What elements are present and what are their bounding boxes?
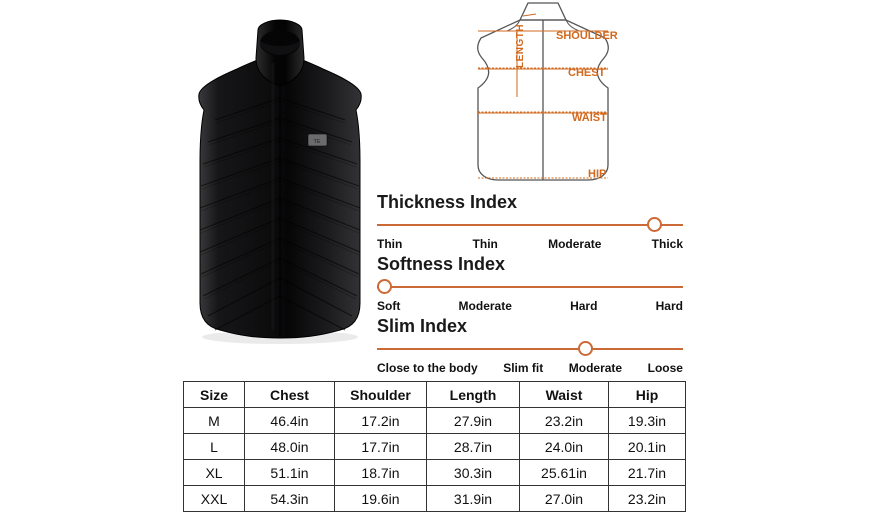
svg-text:CHEST: CHEST: [568, 67, 606, 79]
svg-text:LENGTH: LENGTH: [515, 24, 526, 68]
svg-text:TE: TE: [313, 139, 320, 145]
svg-text:WAIST: WAIST: [572, 112, 607, 124]
svg-text:HIP: HIP: [588, 168, 606, 180]
svg-text:SHOULDER: SHOULDER: [556, 30, 618, 42]
